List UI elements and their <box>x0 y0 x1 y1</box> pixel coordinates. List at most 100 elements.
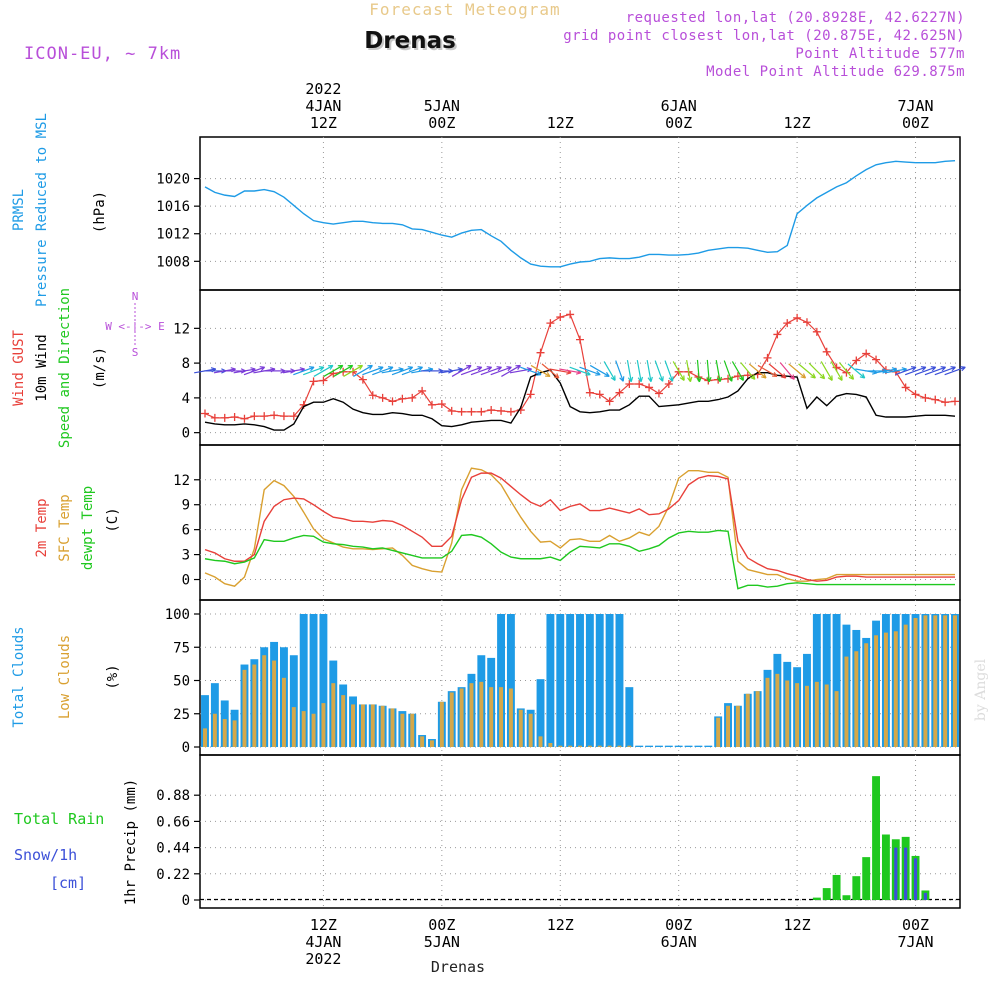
gust-marker <box>951 397 959 406</box>
top-time-label: 2022 <box>305 80 341 98</box>
wind-direction-arrow <box>451 364 472 377</box>
low-cloud-bar <box>864 643 869 747</box>
gust-marker <box>398 394 407 403</box>
gust-marker <box>506 407 515 416</box>
low-cloud-bar <box>834 691 839 747</box>
wind-direction-arrow <box>820 361 833 381</box>
gust-marker <box>279 412 288 421</box>
gust-marker <box>635 379 644 388</box>
precip-label-snow: Snow/1h <box>14 846 77 864</box>
wind-direction-arrow <box>353 364 373 377</box>
low-cloud-bar <box>499 687 504 747</box>
gust-marker <box>931 395 940 404</box>
wind-direction-arrow <box>934 366 956 376</box>
wind-speed-line <box>204 369 956 431</box>
gust-marker <box>901 383 910 392</box>
gust-marker <box>201 409 209 418</box>
gust-marker <box>793 313 802 322</box>
wind-direction-arrow <box>303 366 325 376</box>
total-cloud-bar <box>536 679 545 747</box>
wind-direction-arrow <box>838 362 855 380</box>
wind-direction-arrow <box>343 364 364 377</box>
total-cloud-bar <box>704 745 713 747</box>
wind-direction-arrow <box>808 362 826 380</box>
low-cloud-bar <box>252 664 257 747</box>
wind-direction-arrow <box>243 366 266 376</box>
total-cloud-bar <box>615 614 624 747</box>
y-tick-label-temperature: 9 <box>182 498 190 514</box>
low-cloud-bar <box>390 708 395 747</box>
gust-marker <box>427 400 436 409</box>
2m-temp-line <box>204 472 955 582</box>
total-cloud-bar <box>812 614 821 747</box>
wind-direction-arrow <box>740 362 756 380</box>
wind-label-2: 10m Wind <box>34 334 50 401</box>
gust-marker <box>358 375 367 384</box>
wind-direction-arrow <box>626 359 634 383</box>
wind-direction-arrow <box>924 366 947 376</box>
bottom-time-label: 7JAN <box>897 933 933 951</box>
top-time-label: 12Z <box>310 114 337 132</box>
requested-location: requested lon,lat (20.8928E, 42.6227N) <box>626 10 965 26</box>
gust-marker <box>487 406 496 415</box>
gust-marker <box>437 399 446 408</box>
wind-direction-arrow <box>603 361 616 381</box>
low-cloud-bar <box>923 615 928 747</box>
y-tick-label-precipitation: 0 <box>182 893 190 909</box>
total-cloud-bar <box>595 614 604 747</box>
low-cloud-bar <box>627 745 632 747</box>
low-cloud-bar <box>232 720 237 747</box>
low-cloud-bar <box>607 745 612 747</box>
wind-direction-arrow <box>636 359 644 383</box>
low-cloud-bar <box>331 683 336 747</box>
rain-bar <box>881 834 890 900</box>
low-cloud-bar <box>489 687 494 747</box>
gust-marker <box>783 319 792 328</box>
panel-frame-pressure <box>199 136 961 291</box>
top-time-label: 6JAN <box>661 97 697 115</box>
low-cloud-bar <box>449 692 454 747</box>
wind-direction-arrow <box>589 364 610 378</box>
low-cloud-bar <box>844 656 849 747</box>
gust-marker <box>319 376 328 385</box>
bottom-time-label: 2022 <box>305 950 341 968</box>
gust-marker <box>388 397 397 406</box>
gust-marker <box>625 379 634 388</box>
gust-marker <box>822 347 831 356</box>
gust-marker <box>240 414 249 423</box>
low-cloud-bar <box>380 705 385 747</box>
wind-direction-arrow <box>372 366 394 376</box>
sfc-temp-line <box>204 467 955 587</box>
wind-direction-arrow <box>706 359 712 383</box>
precip-label-rain: Total Rain <box>14 810 104 828</box>
temp-label-3: dewpt Temp <box>80 486 96 570</box>
low-cloud-bar <box>469 683 474 747</box>
low-cloud-bar <box>617 745 622 747</box>
low-cloud-bar <box>795 683 800 747</box>
top-time-label: 00Z <box>902 114 929 132</box>
low-cloud-bar <box>587 745 592 747</box>
low-cloud-bar <box>943 615 948 747</box>
top-time-label: 12Z <box>784 114 811 132</box>
clouds-unit: (%) <box>105 664 121 689</box>
wind-direction-arrow <box>391 366 414 376</box>
wind-direction-arrow <box>654 360 664 382</box>
wind-direction-arrow <box>460 366 483 376</box>
wind-direction-arrow <box>490 366 512 376</box>
low-cloud-bar <box>735 705 740 747</box>
wind-direction-arrow <box>731 361 744 381</box>
footer-location: Drenas <box>431 958 485 976</box>
gust-marker <box>773 330 782 339</box>
low-cloud-bar <box>242 669 247 747</box>
gust-marker <box>289 412 298 421</box>
bottom-time-label: 00Z <box>665 916 692 934</box>
low-cloud-bar <box>400 713 405 747</box>
gust-marker <box>210 413 219 422</box>
gust-marker <box>230 413 239 422</box>
low-cloud-bar <box>933 615 938 747</box>
low-cloud-bar <box>883 632 888 747</box>
top-time-label: 00Z <box>428 114 455 132</box>
gust-marker <box>368 391 377 400</box>
wind-direction-arrow <box>480 366 502 376</box>
